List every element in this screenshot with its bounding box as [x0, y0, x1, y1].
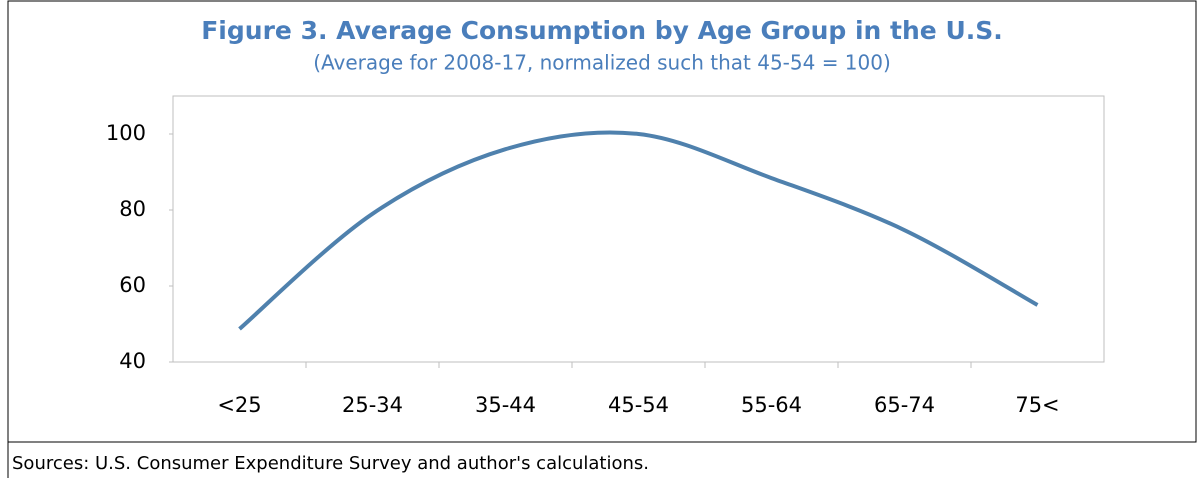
source-note: Sources: U.S. Consumer Expenditure Surve… — [12, 453, 649, 474]
x-tick-label: 55-64 — [741, 393, 802, 417]
y-tick-label: 100 — [106, 121, 146, 145]
y-tick-label: 60 — [119, 273, 146, 297]
x-tick-label: 35-44 — [475, 393, 536, 417]
x-tick-label: 75< — [1015, 393, 1059, 417]
x-tick-label: 25-34 — [342, 393, 403, 417]
y-tick-label: 40 — [119, 349, 146, 373]
chart-subtitle: (Average for 2008-17, normalized such th… — [313, 51, 891, 75]
x-tick-label: 45-54 — [608, 393, 669, 417]
line-series — [238, 130, 1039, 331]
x-tick-label: <25 — [217, 393, 261, 417]
y-tick-label: 80 — [119, 197, 146, 221]
chart-title: Figure 3. Average Consumption by Age Gro… — [201, 16, 1003, 45]
x-tick-label: 65-74 — [874, 393, 935, 417]
plot-area — [172, 95, 1105, 363]
frame — [7, 0, 1197, 478]
